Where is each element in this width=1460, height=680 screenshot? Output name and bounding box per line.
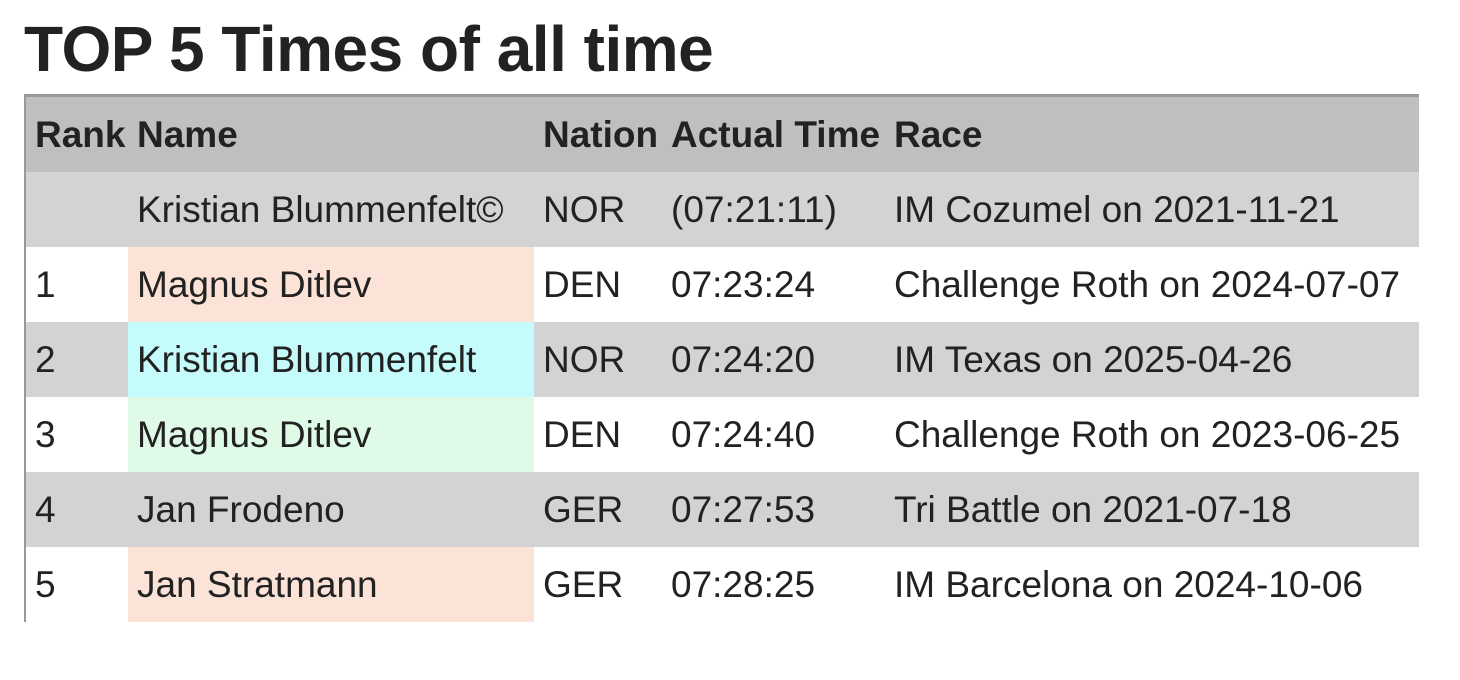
time: 07:28:25: [662, 547, 885, 622]
row: 1 Magnus Ditlev DEN 07:23:24 Challenge R…: [25, 247, 1419, 322]
column-header: Race: [885, 95, 1419, 172]
rank: 3: [25, 397, 128, 472]
header-row: Rank Name Nation Actual Time Race: [25, 95, 1419, 172]
nation: DEN: [534, 397, 662, 472]
row: 4 Jan Frodeno GER 07:27:53 Tri Battle on…: [25, 472, 1419, 547]
name: Jan Stratmann: [128, 547, 534, 622]
rank: 2: [25, 322, 128, 397]
column-header: Name: [128, 95, 534, 172]
race: IM Texas on 2025-04-26: [885, 322, 1419, 397]
rank: 5: [25, 547, 128, 622]
name: Magnus Ditlev: [128, 247, 534, 322]
nation: DEN: [534, 247, 662, 322]
race: IM Barcelona on 2024-10-06: [885, 547, 1419, 622]
nation: GER: [534, 472, 662, 547]
row: Kristian Blummenfelt© NOR (07:21:11) IM …: [25, 172, 1419, 247]
race: Tri Battle on 2021-07-18: [885, 472, 1419, 547]
rank: [25, 172, 128, 247]
name: Magnus Ditlev: [128, 397, 534, 472]
name: Kristian Blummenfelt: [128, 322, 534, 397]
name: Jan Frodeno: [128, 472, 534, 547]
column-header: Rank: [25, 95, 128, 172]
name: Kristian Blummenfelt©: [128, 172, 534, 247]
time: 07:27:53: [662, 472, 885, 547]
rank: 1: [25, 247, 128, 322]
race: Challenge Roth on 2024-07-07: [885, 247, 1419, 322]
results-table: Rank Name Nation Actual Time Race Kristi…: [24, 94, 1419, 622]
time: 07:23:24: [662, 247, 885, 322]
rank: 4: [25, 472, 128, 547]
time: 07:24:20: [662, 322, 885, 397]
row: 5 Jan Stratmann GER 07:28:25 IM Barcelon…: [25, 547, 1419, 622]
row: 3 Magnus Ditlev DEN 07:24:40 Challenge R…: [25, 397, 1419, 472]
race: Challenge Roth on 2023-06-25: [885, 397, 1419, 472]
time: (07:21:11): [662, 172, 885, 247]
nation: NOR: [534, 322, 662, 397]
column-header: Nation: [534, 95, 662, 172]
row: 2 Kristian Blummenfelt NOR 07:24:20 IM T…: [25, 322, 1419, 397]
race: IM Cozumel on 2021-11-21: [885, 172, 1419, 247]
time: 07:24:40: [662, 397, 885, 472]
nation: GER: [534, 547, 662, 622]
nation: NOR: [534, 172, 662, 247]
title: TOP 5 Times of all time: [24, 13, 714, 85]
column-header: Actual Time: [662, 95, 885, 172]
